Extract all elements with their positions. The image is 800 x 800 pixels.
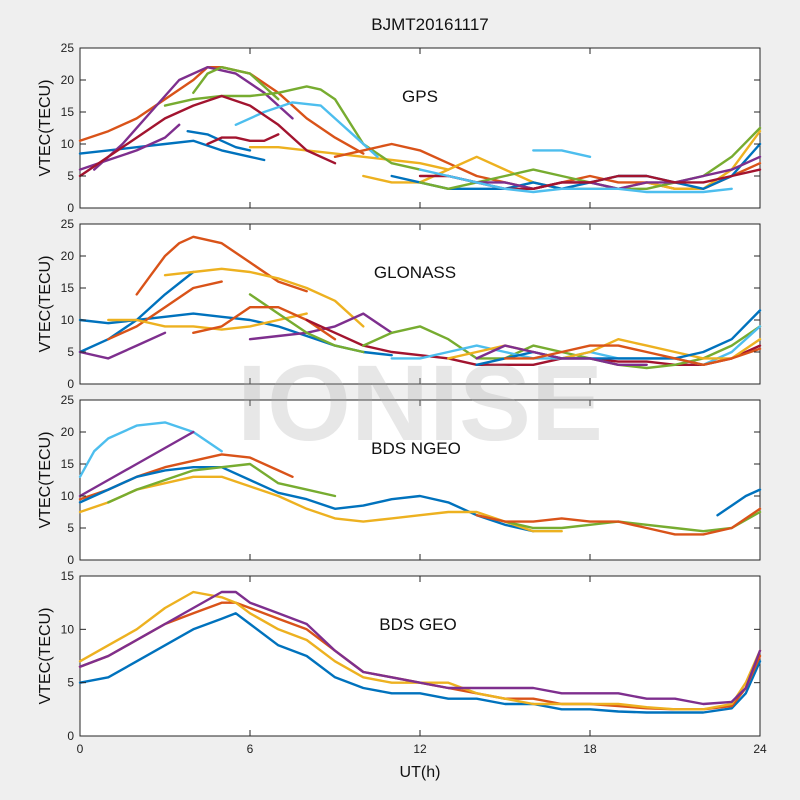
series-line-gps-11	[78, 94, 337, 178]
series-line-bds-ngeo-8	[503, 510, 762, 533]
y-tick-label: 10	[61, 137, 75, 151]
y-tick-label: 15	[61, 281, 75, 295]
series-line-gps-5	[93, 66, 294, 171]
series-line-gps-19	[418, 168, 733, 194]
y-tick-label: 0	[67, 729, 74, 743]
y-tick-label: 20	[61, 425, 75, 439]
y-tick-label: 5	[67, 169, 74, 183]
series-layer-gps	[78, 66, 762, 194]
series-line-gps-7	[163, 85, 422, 171]
y-ticks-gps: 0 5 10 15 20 25	[61, 41, 760, 215]
y-ticks-glonass: 0 5 10 15 20 25	[61, 217, 760, 391]
series-line-bds-ngeo-7	[107, 462, 337, 504]
x-ticks-glonass	[79, 224, 761, 384]
plot-area-bds-ngeo	[79, 399, 761, 561]
y-tick-label: 15	[61, 569, 75, 583]
panel-glonass: 0 5 10 15 20 25 GLONASS VTEC(TECU)	[37, 217, 762, 391]
series-line-bds-ngeo-9	[475, 507, 762, 536]
y-ticks-bds-ngeo: 0 5 10 15 20 25	[61, 393, 760, 567]
y-tick-label: 15	[61, 105, 75, 119]
series-layer-glonass	[78, 235, 762, 370]
series-line-bds-geo-4	[78, 590, 762, 706]
series-line-gps-4	[248, 146, 450, 171]
annotation-gps: GPS	[402, 87, 438, 106]
figure-title: BJMT20161117	[371, 15, 489, 34]
series-line-bds-ngeo-2	[78, 430, 195, 498]
annotation-bds-geo: BDS GEO	[379, 615, 456, 634]
series-line-gps-10	[532, 149, 592, 158]
series-line-glonass-7	[78, 331, 167, 360]
x-tick-label: 6	[247, 742, 254, 756]
series-line-gps-12	[206, 133, 280, 146]
x-ticks-bds-geo: 0 6 12 18 24	[77, 576, 767, 756]
series-line-bds-geo-1	[78, 612, 762, 714]
series-layer-bds-ngeo	[78, 421, 762, 536]
watermark: IONISE	[237, 342, 603, 463]
ylabel-bds-geo: VTEC(TECU)	[37, 608, 54, 705]
y-tick-label: 10	[61, 489, 75, 503]
series-line-gps-2	[186, 130, 252, 152]
series-line-bds-ngeo-5	[716, 488, 762, 517]
y-tick-label: 15	[61, 457, 75, 471]
series-line-bds-ngeo-4	[78, 466, 535, 533]
x-tick-label: 0	[77, 742, 84, 756]
y-tick-label: 20	[61, 73, 75, 87]
panel-bds-geo: 0 5 10 15 0 6 12 18 24 BDS GEO VTEC(TECU) UT(h)	[37, 569, 767, 781]
series-line-gps-17	[447, 155, 762, 190]
y-tick-label: 25	[61, 217, 75, 231]
annotation-glonass: GLONASS	[374, 263, 456, 282]
series-line-glonass-4	[107, 280, 223, 341]
y-tick-label: 0	[67, 377, 74, 391]
y-ticks-bds-geo: 0 5 10 15	[61, 569, 760, 743]
y-tick-label: 5	[67, 676, 74, 690]
series-line-glonass-15	[475, 309, 762, 366]
panel-gps: 0 5 10 15 20 25 GPS VTEC(TECU)	[37, 41, 762, 215]
ylabel-gps: VTEC(TECU)	[37, 80, 54, 177]
x-axis-label: UT(h)	[400, 764, 441, 781]
series-line-bds-ngeo-6	[78, 475, 563, 533]
y-tick-label: 0	[67, 553, 74, 567]
series-line-glonass-16	[475, 344, 648, 366]
x-ticks-bds-ngeo	[79, 400, 761, 560]
series-line-glonass-11	[305, 318, 762, 366]
ylabel-glonass: VTEC(TECU)	[37, 256, 54, 353]
y-tick-label: 25	[61, 393, 75, 407]
series-line-gps-3	[78, 66, 365, 155]
y-tick-label: 10	[61, 313, 75, 327]
series-line-glonass-17	[503, 344, 762, 366]
y-tick-label: 20	[61, 249, 75, 263]
x-tick-label: 12	[413, 742, 427, 756]
series-line-gps-9	[234, 101, 379, 158]
x-tick-label: 18	[583, 742, 597, 756]
panel-bds-ngeo: 0 5 10 15 20 25 BDS NGEO VTEC(TECU)	[37, 393, 762, 567]
series-line-gps-8	[192, 66, 280, 101]
x-ticks-gps	[79, 48, 761, 208]
series-line-glonass-6	[107, 312, 308, 331]
annotation-bds-ngeo: BDS NGEO	[371, 439, 461, 458]
series-line-gps-1	[78, 139, 266, 162]
y-tick-label: 5	[67, 521, 74, 535]
y-tick-label: 0	[67, 201, 74, 215]
y-tick-label: 5	[67, 345, 74, 359]
y-tick-label: 10	[61, 622, 75, 636]
y-tick-label: 25	[61, 41, 75, 55]
ylabel-bds-ngeo: VTEC(TECU)	[37, 432, 54, 529]
series-layer-bds-geo	[78, 590, 762, 714]
x-tick-label: 24	[753, 742, 767, 756]
series-line-glonass-5	[163, 267, 365, 328]
